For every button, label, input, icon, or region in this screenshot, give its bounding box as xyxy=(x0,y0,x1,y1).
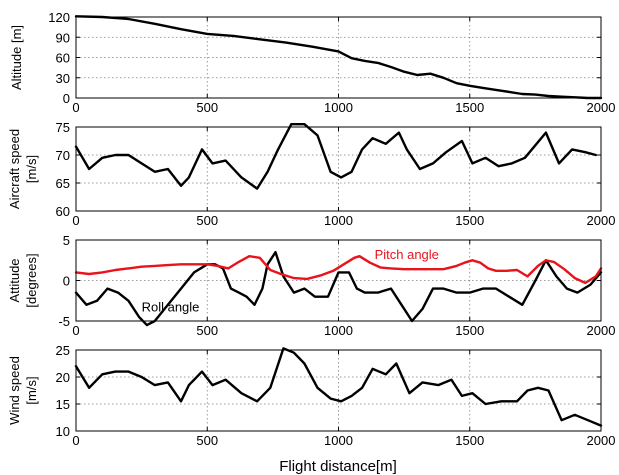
x-tick-label: 500 xyxy=(196,323,218,338)
y-axis-label-units: [m/s] xyxy=(24,155,39,183)
y-tick-label: 65 xyxy=(56,176,70,191)
x-tick-label: 500 xyxy=(196,213,218,228)
y-tick-label: 90 xyxy=(56,30,70,45)
y-tick-label: 0 xyxy=(63,91,70,106)
x-tick-label: 0 xyxy=(72,213,79,228)
y-tick-label: -5 xyxy=(58,314,70,329)
x-tick-label: 0 xyxy=(72,433,79,448)
y-axis-label-units: [m/s] xyxy=(24,376,39,404)
y-tick-label: 60 xyxy=(56,204,70,219)
y-tick-label: 30 xyxy=(56,71,70,86)
y-tick-label: 75 xyxy=(56,120,70,135)
x-tick-label: 1500 xyxy=(455,433,484,448)
x-tick-label: 1000 xyxy=(324,213,353,228)
x-tick-label: 2000 xyxy=(587,100,616,115)
y-tick-label: 20 xyxy=(56,370,70,385)
x-tick-label: 1000 xyxy=(324,100,353,115)
x-tick-label: 1500 xyxy=(455,213,484,228)
roll-angle-annotation: Roll angle xyxy=(142,299,200,314)
x-tick-label: 2000 xyxy=(587,433,616,448)
x-axis-label: Flight distance[m] xyxy=(279,458,397,475)
y-tick-label: 5 xyxy=(63,233,70,248)
series-line xyxy=(74,15,603,100)
x-tick-label: 2000 xyxy=(587,323,616,338)
y-axis-label: Aircraft speed xyxy=(7,129,22,209)
y-tick-label: 10 xyxy=(56,424,70,439)
y-axis-label: Attitude xyxy=(7,258,22,302)
y-tick-label: 70 xyxy=(56,148,70,163)
x-tick-label: 0 xyxy=(72,100,79,115)
y-axis-label-units: [degrees] xyxy=(24,253,39,307)
panel-2: 0 500 1000 1500 2000 60 65 70 75 Aircraft speed [m… xyxy=(7,120,615,228)
x-tick-label: 1000 xyxy=(324,433,353,448)
x-tick-label: 1500 xyxy=(455,323,484,338)
series-line xyxy=(74,122,597,190)
x-tick-label: 500 xyxy=(196,100,218,115)
x-tick-label: 2000 xyxy=(587,213,616,228)
pitch-angle-line xyxy=(74,255,603,285)
y-axis-label: Wind speed xyxy=(7,356,22,425)
x-tick-label: 1000 xyxy=(324,323,353,338)
y-tick-label: 15 xyxy=(56,397,70,412)
series-line xyxy=(74,347,603,427)
x-tick-label: 0 xyxy=(72,323,79,338)
pitch-angle-annotation: Pitch angle xyxy=(375,247,439,262)
roll-angle-line xyxy=(74,250,603,327)
y-tick-label: 25 xyxy=(56,343,70,358)
y-tick-label: 120 xyxy=(48,10,70,25)
panel-4: 0 500 1000 1500 2000 10 15 20 25 Wind speed [m/s] xyxy=(7,343,615,448)
x-tick-label: 500 xyxy=(196,433,218,448)
y-axis-label: Altitude [m] xyxy=(9,25,24,90)
y-tick-label: 0 xyxy=(63,274,70,289)
x-tick-label: 1500 xyxy=(455,100,484,115)
y-tick-label: 60 xyxy=(56,51,70,66)
